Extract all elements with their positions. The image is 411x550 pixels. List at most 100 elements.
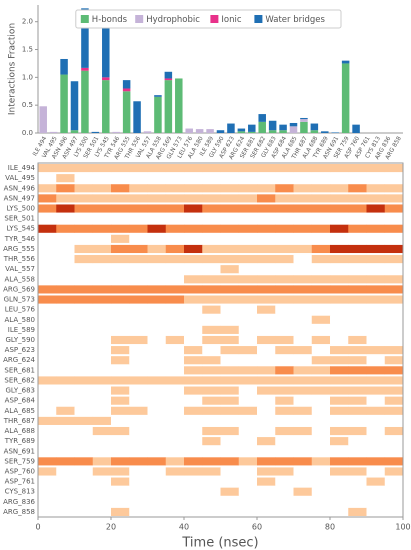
heat-cell xyxy=(92,335,112,345)
heat-cell xyxy=(366,376,386,385)
heat-cell xyxy=(348,467,367,476)
heat-cell xyxy=(348,194,367,203)
heat-cell xyxy=(56,416,75,425)
heat-cell xyxy=(56,487,75,496)
heat-cell xyxy=(165,204,185,213)
heat-cell xyxy=(129,234,148,243)
heat-cell xyxy=(111,275,130,284)
heat-cell xyxy=(92,234,112,243)
heat-cell xyxy=(147,335,167,345)
heat-cell xyxy=(257,305,276,314)
heat-cell xyxy=(257,386,276,395)
heat-cell xyxy=(257,437,276,446)
plot-frame xyxy=(37,162,404,518)
heat-cell xyxy=(257,366,276,375)
heat-cell xyxy=(293,234,313,243)
heat-cell xyxy=(165,507,185,516)
heat-cell xyxy=(38,477,57,486)
heat-cell xyxy=(56,275,75,284)
heat-cell xyxy=(165,295,185,304)
bar-segment xyxy=(300,117,308,120)
heat-cell xyxy=(165,356,185,365)
heat-cell xyxy=(220,204,240,213)
heat-cell xyxy=(165,396,185,405)
heat-cell xyxy=(275,325,294,334)
heat-cell xyxy=(330,184,349,193)
heat-cell xyxy=(165,487,185,496)
heat-cell xyxy=(111,265,130,274)
heat-cell xyxy=(92,184,112,193)
heat-cell xyxy=(147,356,167,365)
heat-cell xyxy=(129,184,148,193)
y-tick-label: 1.5 xyxy=(22,46,33,54)
heat-cell xyxy=(257,406,276,415)
heat-cell xyxy=(330,315,349,324)
x-tick-label: 20 xyxy=(106,523,116,532)
heat-cell xyxy=(275,497,294,506)
heat-cell xyxy=(275,335,294,345)
heat-cell xyxy=(257,255,276,264)
heat-cell xyxy=(38,467,57,476)
heat-cell xyxy=(220,335,240,345)
heat-cell xyxy=(129,487,148,496)
row-label: ASP_684 xyxy=(5,397,36,405)
heat-cell xyxy=(202,184,221,193)
heat-cell xyxy=(165,184,185,193)
heat-cell xyxy=(238,214,258,223)
heat-cell xyxy=(293,437,313,446)
heat-cell xyxy=(311,477,331,486)
heat-cell xyxy=(275,224,294,233)
heat-cell xyxy=(220,477,240,486)
heat-cell xyxy=(348,335,367,345)
heat-cell xyxy=(238,174,258,183)
heat-cell xyxy=(384,174,404,183)
heat-cell xyxy=(74,174,94,183)
heat-cell xyxy=(202,477,221,486)
heat-cell xyxy=(147,275,167,284)
heat-cell xyxy=(330,255,349,264)
heat-cell xyxy=(129,174,148,183)
heat-cell xyxy=(275,376,294,385)
bar-segment xyxy=(122,88,131,92)
heat-cell xyxy=(348,497,367,506)
heat-cell xyxy=(330,467,349,476)
heat-cell xyxy=(202,204,221,213)
heat-cell xyxy=(184,194,203,203)
heat-cell xyxy=(366,447,386,456)
heat-cell xyxy=(311,244,331,254)
heat-cell xyxy=(92,285,112,294)
heat-cell xyxy=(129,346,148,355)
heat-cell xyxy=(56,477,75,486)
heat-cell xyxy=(293,376,313,385)
heat-cell xyxy=(165,376,185,385)
heat-cell xyxy=(56,467,75,476)
heat-cell xyxy=(366,295,386,304)
heat-cell xyxy=(293,214,313,223)
heat-cell xyxy=(92,325,112,334)
heat-cell xyxy=(111,346,130,355)
x-tick-label: 80 xyxy=(325,523,335,532)
heat-cell xyxy=(384,164,404,173)
heat-cell xyxy=(275,275,294,284)
heat-cell xyxy=(348,426,367,436)
heat-cell xyxy=(293,346,313,355)
heat-cell xyxy=(293,285,313,294)
heat-cell xyxy=(348,204,367,213)
heat-cell xyxy=(92,447,112,456)
heat-cell xyxy=(311,184,331,193)
heat-cell xyxy=(165,335,185,345)
heat-cell xyxy=(238,255,258,264)
heat-cell xyxy=(111,184,130,193)
legend-box xyxy=(75,9,342,29)
legend-swatch xyxy=(135,15,144,23)
heat-cell xyxy=(129,437,148,446)
bar-segment xyxy=(91,131,100,133)
heat-cell xyxy=(56,255,75,264)
heat-cell xyxy=(348,244,367,254)
heat-cell xyxy=(275,487,294,496)
heat-cell xyxy=(220,184,240,193)
heat-cell xyxy=(74,255,94,264)
heat-cell xyxy=(366,275,386,284)
heat-cell xyxy=(293,305,313,314)
bar-segment xyxy=(279,124,287,131)
